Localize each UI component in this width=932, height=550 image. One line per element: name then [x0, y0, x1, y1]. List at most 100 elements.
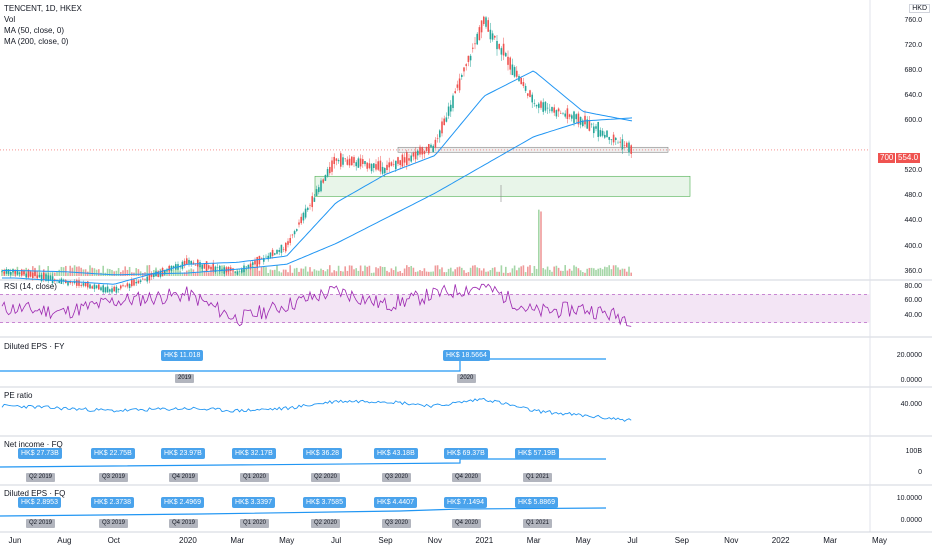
volume-bar — [366, 266, 368, 276]
candle-body — [439, 130, 441, 138]
candle-body — [342, 157, 344, 165]
candle-body — [168, 265, 170, 271]
candle-body — [126, 283, 129, 287]
volume-bar — [124, 266, 126, 276]
volume-bar — [489, 270, 492, 276]
eps-fq-period-label: Q1 2020 — [240, 519, 270, 528]
candle-body — [535, 104, 538, 107]
time-tick: 2020 — [178, 536, 197, 545]
candle-body — [469, 55, 472, 61]
time-tick: Sep — [674, 536, 690, 545]
candle-body — [1, 271, 3, 272]
volume-legend[interactable]: Vol — [4, 15, 16, 24]
eps-fy-title[interactable]: Diluted EPS · FY — [4, 342, 65, 351]
candle-body — [340, 153, 342, 167]
candle-body — [617, 142, 619, 144]
volume-bar — [102, 265, 104, 276]
volume-bar — [208, 272, 210, 276]
net-income-value-badge: HK$ 43.18B — [374, 448, 418, 459]
candle-body — [573, 111, 575, 123]
candle-body — [584, 115, 586, 125]
volume-bar — [69, 265, 71, 276]
volume-bar — [302, 268, 305, 276]
volume-bar — [78, 266, 80, 276]
candle-body — [282, 248, 285, 250]
time-tick: Mar — [526, 536, 541, 545]
volume-bar — [98, 269, 100, 276]
volume-bar — [590, 267, 593, 276]
price-tick: 360.0 — [904, 267, 922, 275]
symbol-title[interactable]: TENCENT, 1D, HKEX — [4, 4, 82, 13]
eps-fq-value-badge: HK$ 2.8953 — [18, 497, 61, 508]
candle-body — [465, 64, 467, 66]
volume-bar — [333, 270, 335, 276]
candle-body — [109, 289, 111, 292]
candle-body — [47, 275, 49, 282]
volume-bar — [599, 267, 602, 276]
eps-fy-tick: 0.0000 — [900, 377, 922, 384]
pe-title[interactable]: PE ratio — [4, 391, 33, 400]
eps-fq-period-label: Q3 2019 — [99, 519, 129, 528]
support-zone — [314, 175, 691, 197]
candle-body — [529, 90, 531, 98]
volume-bar — [458, 266, 461, 276]
candle-body — [247, 264, 250, 269]
volume-bar — [359, 265, 362, 276]
candle-body — [560, 112, 562, 114]
net-income-title[interactable]: Net income · FQ — [4, 440, 63, 449]
volume-bar — [370, 272, 373, 276]
volume-bar — [357, 270, 360, 276]
candle-body — [216, 267, 219, 268]
candle-body — [364, 161, 366, 165]
candle-body — [346, 159, 349, 165]
volume-bar — [271, 270, 274, 276]
volume-bar — [425, 271, 428, 276]
volume-bar — [216, 271, 219, 276]
rsi-title[interactable]: RSI (14, close) — [4, 282, 57, 291]
volume-bar — [181, 272, 184, 276]
candle-body — [454, 91, 456, 94]
volume-bar — [535, 268, 538, 276]
candle-body — [32, 272, 34, 279]
candle-body — [540, 101, 542, 108]
candle-body — [256, 257, 258, 267]
volume-bar — [148, 265, 151, 276]
candle-body — [502, 43, 505, 56]
volume-bar — [89, 265, 91, 276]
volume-bar — [403, 268, 406, 276]
candle-body — [542, 102, 544, 112]
ma200-legend[interactable]: MA (200, close, 0) — [4, 37, 69, 46]
candle-body — [557, 108, 560, 112]
volume-bar — [434, 265, 437, 276]
candle-body — [267, 255, 269, 260]
volume-bar — [172, 269, 175, 276]
volume-bar — [373, 272, 375, 276]
volume-bar — [269, 269, 272, 276]
candle-body — [93, 284, 96, 290]
candle-body — [326, 169, 329, 177]
volume-bar — [454, 269, 456, 276]
candle-body — [245, 266, 247, 268]
time-tick: Mar — [230, 536, 245, 545]
candle-body — [359, 158, 362, 167]
eps-fq-title[interactable]: Diluted EPS · FQ — [4, 489, 66, 498]
candle-body — [544, 101, 547, 111]
time-tick: 2021 — [475, 536, 494, 545]
volume-bar — [626, 271, 628, 276]
candle-body — [377, 161, 379, 170]
volume-bar — [604, 266, 606, 276]
ma50-line — [2, 70, 633, 285]
candle-body — [18, 272, 21, 274]
volume-bar — [293, 268, 296, 276]
volume-bar — [115, 270, 118, 276]
candle-body — [399, 160, 401, 166]
volume-bar — [606, 267, 608, 276]
net-income-tick: 0 — [918, 469, 922, 476]
candle-body — [208, 265, 210, 269]
currency-button[interactable]: HKD — [909, 4, 930, 13]
candle-body — [318, 187, 320, 193]
volume-bar — [364, 265, 366, 276]
ma50-legend[interactable]: MA (50, close, 0) — [4, 26, 65, 35]
eps-fq-period-label: Q3 2020 — [382, 519, 412, 528]
